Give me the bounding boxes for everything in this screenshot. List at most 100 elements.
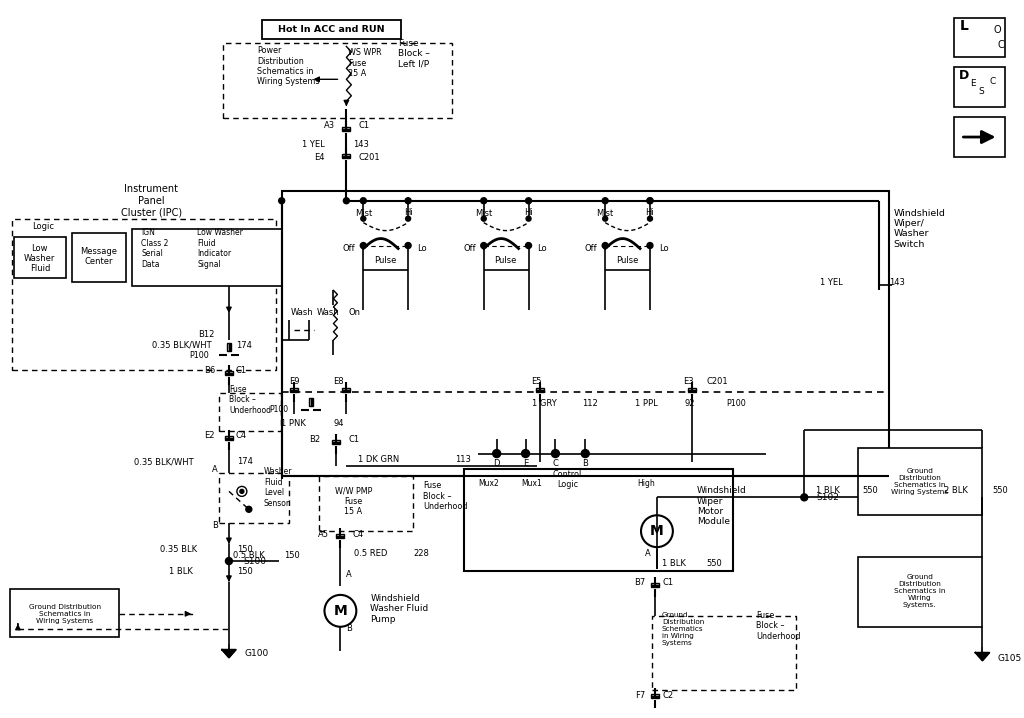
Bar (342, 154, 350, 156)
Text: Off: Off (585, 244, 597, 253)
Text: 0.35 BLK/WHT: 0.35 BLK/WHT (134, 457, 195, 466)
Text: Washer
Fluid
Level
Sensor: Washer Fluid Level Sensor (264, 467, 292, 508)
Text: 174: 174 (236, 340, 252, 350)
Text: Low Washer
Fluid
Indicator
Signal: Low Washer Fluid Indicator Signal (197, 228, 243, 269)
Text: Mist: Mist (475, 209, 493, 218)
Text: O: O (993, 24, 1001, 34)
Text: C4: C4 (236, 431, 247, 440)
Bar (290, 388, 298, 390)
Bar (282, 191, 889, 477)
Bar (537, 388, 545, 390)
Text: Off: Off (343, 244, 355, 253)
Text: 112: 112 (583, 399, 598, 409)
Text: E9: E9 (289, 378, 299, 386)
Bar (651, 696, 658, 699)
Text: B: B (346, 624, 352, 633)
Bar (688, 388, 695, 390)
Text: C1: C1 (663, 579, 674, 587)
Text: E5: E5 (531, 378, 542, 386)
Text: G100: G100 (245, 649, 269, 658)
Text: S102: S102 (816, 493, 839, 502)
Text: 94: 94 (334, 419, 344, 428)
Text: 92: 92 (685, 399, 695, 409)
Text: L: L (959, 19, 969, 32)
Text: G105: G105 (997, 654, 1022, 663)
Bar (10, 589, 120, 637)
Text: Low
Washer
Fluid: Low Washer Fluid (25, 243, 55, 274)
Text: Fuse
Block –
Underhood: Fuse Block – Underhood (229, 385, 271, 415)
Bar (342, 127, 350, 129)
Text: E: E (523, 459, 528, 468)
Circle shape (240, 490, 244, 493)
Bar (333, 442, 340, 444)
Text: Ground
Distribution
Schematics
in Wiring
Systems: Ground Distribution Schematics in Wiring… (662, 612, 705, 645)
Circle shape (406, 243, 411, 248)
Bar (262, 19, 401, 39)
Text: Pulse: Pulse (615, 256, 638, 265)
Text: M: M (334, 604, 347, 617)
Text: B6: B6 (204, 366, 215, 376)
Text: B12: B12 (198, 330, 214, 339)
Text: C201: C201 (358, 154, 380, 162)
Text: Ground
Distribution
Schematics in
Wiring
Systems.: Ground Distribution Schematics in Wiring… (894, 574, 945, 608)
Text: 1 YEL: 1 YEL (302, 139, 325, 149)
Text: A: A (645, 549, 651, 558)
Bar (651, 694, 658, 696)
Bar (223, 44, 452, 118)
Bar (337, 534, 344, 536)
Text: C: C (997, 40, 1005, 50)
Text: 150: 150 (284, 551, 299, 559)
Circle shape (647, 197, 653, 204)
Bar (290, 390, 298, 392)
Text: Ground
Distribution
Schematics in
Wiring Systems: Ground Distribution Schematics in Wiring… (891, 468, 948, 495)
Text: 228: 228 (413, 549, 429, 558)
Circle shape (602, 197, 608, 204)
Bar (308, 398, 310, 406)
Bar (337, 536, 344, 538)
Text: 1 GRY: 1 GRY (531, 399, 556, 409)
Text: C201: C201 (707, 378, 728, 386)
Text: Mist: Mist (354, 209, 372, 218)
Text: M: M (650, 524, 664, 538)
Text: A5: A5 (317, 530, 329, 538)
Text: Fuse
Block –
Underhood: Fuse Block – Underhood (423, 482, 468, 511)
Bar (225, 436, 232, 438)
Text: Windshield
Washer Fluid
Pump: Windshield Washer Fluid Pump (371, 594, 428, 624)
Text: E: E (971, 79, 976, 88)
Text: E8: E8 (334, 378, 344, 386)
Text: B: B (583, 459, 588, 468)
Circle shape (493, 449, 501, 457)
Bar (333, 439, 340, 442)
Text: 1 PNK: 1 PNK (281, 419, 305, 428)
Text: Pulse: Pulse (495, 256, 517, 265)
Text: Fuse
Block –
Underhood: Fuse Block – Underhood (757, 611, 801, 640)
Text: 550: 550 (992, 486, 1008, 495)
Text: Off: Off (463, 244, 476, 253)
Circle shape (647, 243, 653, 248)
Text: 1 YEL: 1 YEL (820, 278, 843, 287)
Bar (72, 233, 126, 282)
Text: Mux1: Mux1 (521, 479, 543, 488)
Text: P100: P100 (269, 405, 289, 414)
Bar (464, 470, 732, 571)
Circle shape (525, 243, 531, 248)
Text: Wash: Wash (291, 308, 313, 317)
Circle shape (360, 216, 366, 221)
Circle shape (521, 449, 529, 457)
Bar (12, 219, 275, 370)
Bar (953, 117, 1006, 157)
Text: Logic: Logic (32, 222, 54, 231)
Text: 150: 150 (237, 545, 253, 554)
Text: 0.35 BLK: 0.35 BLK (160, 545, 197, 554)
Text: 550: 550 (862, 486, 878, 495)
Text: Hi: Hi (645, 208, 654, 217)
Text: 150: 150 (237, 567, 253, 576)
Text: 0.5 RED: 0.5 RED (354, 549, 388, 558)
Text: P100: P100 (189, 350, 209, 360)
Text: Lo: Lo (417, 244, 427, 253)
Text: Ground Distribution
Schematics in
Wiring Systems: Ground Distribution Schematics in Wiring… (29, 604, 100, 624)
Circle shape (647, 216, 652, 221)
Bar (318, 477, 413, 531)
Text: P100: P100 (727, 399, 746, 409)
Text: Instrument
Panel
Cluster (IPC): Instrument Panel Cluster (IPC) (121, 184, 182, 218)
